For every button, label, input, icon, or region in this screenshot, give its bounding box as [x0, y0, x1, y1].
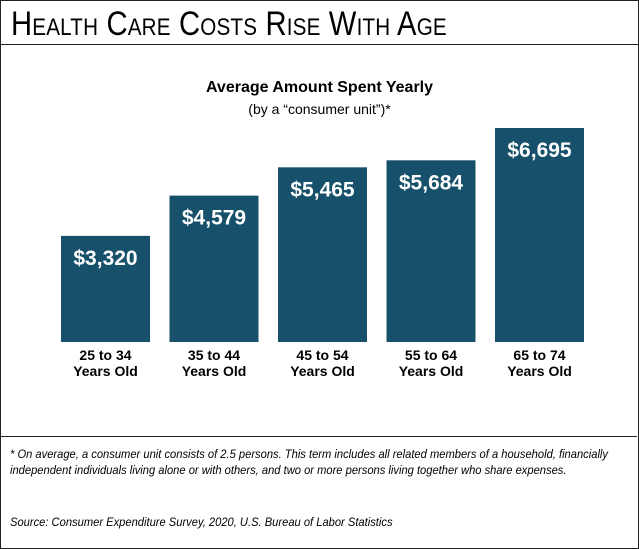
category-label-3-line-1: 45 to 54: [296, 347, 348, 363]
category-label-2-line-2: Years Old: [182, 363, 247, 379]
bar-value-label-2: $4,579: [182, 207, 246, 230]
category-label-1-line-2: Years Old: [73, 363, 138, 379]
footnote: * On average, a consumer unit consists o…: [10, 447, 608, 477]
page-title: Health Care Costs Rise With Age: [11, 5, 447, 43]
bar-2: [169, 195, 259, 342]
chart-title: Average Amount Spent Yearly: [205, 79, 434, 96]
chart-subtitle: (by a “consumer unit”)*: [248, 101, 391, 117]
bar-5: [495, 128, 584, 342]
bar-value-label-5: $6,695: [507, 139, 572, 162]
bar-value-label-4: $5,684: [399, 171, 464, 194]
bar-1: [61, 235, 150, 342]
footnote-divider: [0, 436, 637, 437]
source-note: Source: Consumer Expenditure Survey, 202…: [10, 515, 393, 529]
bar-3: [278, 167, 367, 342]
category-label-4-line-2: Years Old: [399, 363, 464, 379]
bar-value-label-1: $3,320: [73, 247, 137, 270]
category-label-5-line-2: Years Old: [507, 363, 572, 379]
category-label-5-line-1: 65 to 74: [513, 347, 565, 363]
bar-value-label-3: $5,465: [290, 178, 355, 201]
bar-4: [386, 160, 476, 342]
category-label-3-line-2: Years Old: [290, 363, 355, 379]
category-label-4-line-1: 55 to 64: [405, 347, 457, 363]
category-label-1-line-1: 25 to 34: [79, 347, 131, 363]
title-bar: Health Care Costs Rise With Age: [1, 1, 638, 45]
category-label-2-line-1: 35 to 44: [188, 347, 240, 363]
